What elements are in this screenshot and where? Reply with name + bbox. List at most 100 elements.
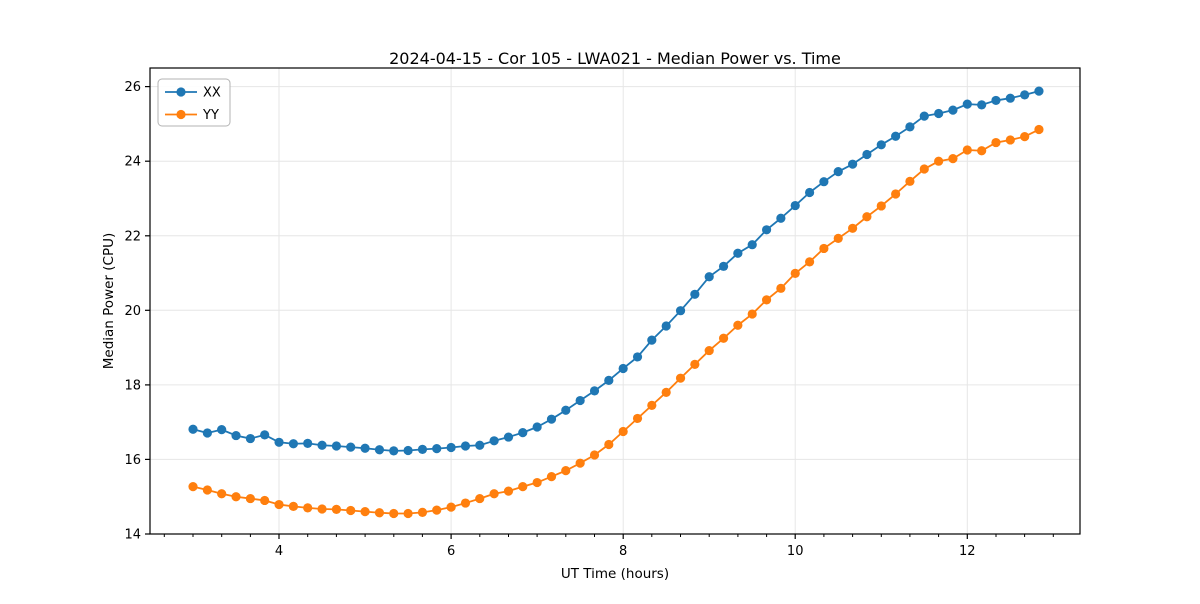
data-point-YY [561,466,571,476]
data-point-YY [704,345,714,356]
data-point-XX [647,335,657,345]
data-point-YY [489,489,499,499]
data-point-YY [747,309,757,319]
data-point-XX [245,433,255,444]
data-point-XX [948,105,958,115]
data-point-XX [977,100,987,110]
data-point-YY [188,482,198,492]
data-point-YY [360,507,370,517]
data-point-XX [690,289,700,299]
data-point-YY [546,471,557,482]
data-point-XX [432,444,442,454]
data-point-XX [876,140,886,150]
y-axis: 14 16 18 20 22 24 26 [124,80,150,543]
data-point-XX [546,414,557,424]
data-point-YY [288,501,299,512]
legend: XX YY [157,78,231,127]
data-point-XX [303,438,313,449]
data-point-YY [690,359,700,369]
data-point-YY [403,508,413,519]
data-point-YY [217,489,227,499]
data-point-YY [905,176,915,186]
data-point-YY [948,153,958,164]
data-point-XX [819,177,829,187]
data-point-XX [934,108,944,119]
x-tick-label: 6 [447,544,455,559]
data-point-YY [833,233,843,243]
data-point-XX [274,437,284,447]
data-point-XX [776,213,786,223]
data-point-YY [675,373,686,383]
x-tick-label: 12 [959,544,976,559]
data-point-XX [188,424,198,434]
data-point-XX [761,225,772,235]
data-point-YY [919,164,929,174]
y-tick-label: 22 [124,229,141,244]
data-point-XX [833,167,843,177]
data-point-YY [432,505,442,515]
y-tick-label: 26 [124,80,141,95]
data-point-XX [905,122,915,132]
data-point-XX [317,440,327,450]
data-point-YY [1005,135,1015,145]
data-point-XX [288,439,299,449]
grid [150,68,1080,535]
data-point-YY [862,212,872,222]
data-point-XX [632,352,643,362]
data-point-XX [202,428,212,438]
data-point-XX [260,430,270,440]
x-tick-label: 10 [787,544,804,559]
data-point-XX [661,321,671,331]
data-point-XX [718,261,729,271]
data-point-YY [934,156,944,166]
data-point-XX [618,363,628,374]
data-point-YY [475,493,485,504]
data-point-YY [317,504,327,514]
data-point-XX [460,441,471,451]
data-point-YY [819,243,829,254]
y-tick-label: 14 [124,528,141,543]
data-point-YY [1020,132,1030,142]
data-point-XX [331,441,342,451]
data-point-XX [231,430,241,441]
data-point-YY [303,503,313,513]
legend-marker [176,87,186,97]
data-point-XX [360,443,370,453]
data-point-XX [518,428,528,438]
data-point-XX [747,240,757,250]
data-point-YY [618,426,628,437]
data-point-XX [475,440,485,450]
data-point-YY [518,482,528,492]
y-tick-label: 24 [124,155,141,170]
data-point-YY [977,146,987,156]
data-point-XX [403,445,413,456]
plot-area: 4 6 8 10 12 14 16 18 20 22 24 26 XX YY [124,67,1081,559]
data-point-XX [446,442,456,453]
data-point-YY [389,508,399,519]
data-point-XX [217,425,227,435]
data-point-YY [790,268,800,279]
data-point-XX [1034,86,1044,96]
data-point-XX [805,187,815,198]
data-point-YY [661,387,671,397]
y-tick-label: 18 [124,378,141,393]
legend-label: YY [202,108,219,123]
data-point-YY [202,485,212,495]
data-point-XX [374,445,385,455]
data-point-YY [575,458,585,468]
data-point-XX [489,436,499,446]
data-point-YY [718,333,729,343]
data-point-YY [733,320,743,330]
data-point-YY [417,507,428,517]
data-point-XX [1020,90,1030,100]
data-point-XX [389,446,399,456]
plot-frame [149,67,1081,535]
series-line-YY [192,128,1040,515]
data-point-XX [848,159,858,169]
data-point-YY [647,400,657,410]
data-point-XX [604,375,614,386]
data-point-YY [460,498,471,508]
series-XX [188,86,1044,456]
y-tick-label: 20 [124,304,141,319]
